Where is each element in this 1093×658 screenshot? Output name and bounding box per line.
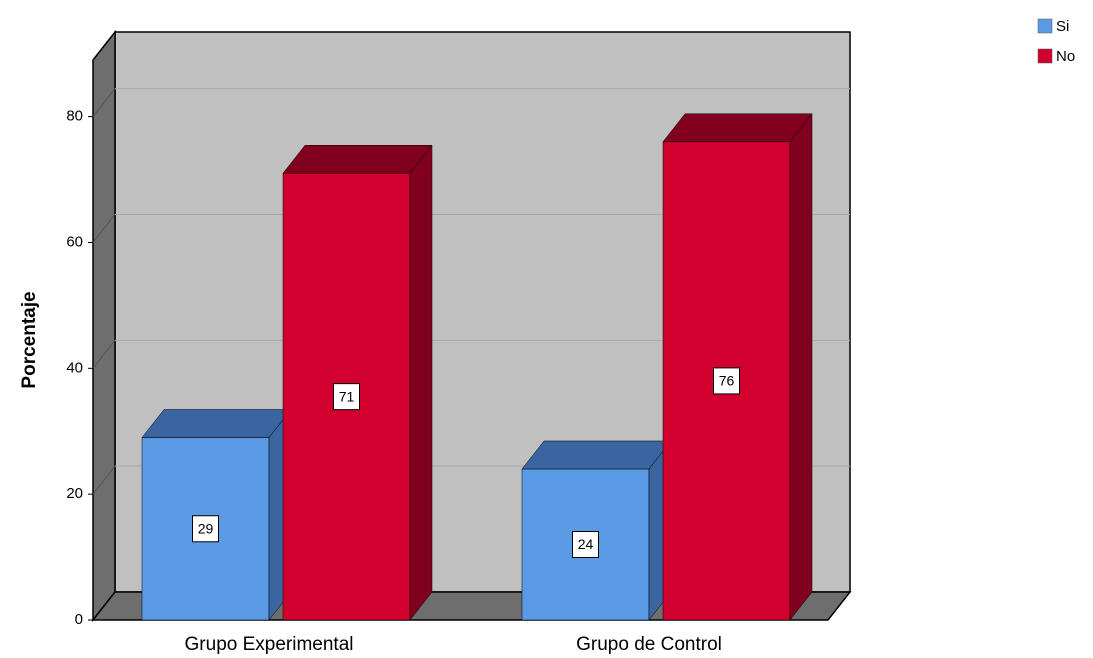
bar-side (789, 113, 813, 621)
data-label-box (192, 515, 219, 543)
data-label: 71 (339, 388, 355, 404)
bar-top (141, 409, 292, 438)
data-label: 29 (198, 520, 214, 536)
bar-top (521, 440, 672, 470)
y-axis-label: Porcentaje (19, 291, 40, 388)
data-label-box (713, 367, 740, 395)
grid-line (92, 340, 116, 369)
legend-swatch (1037, 18, 1053, 34)
legend-swatch (1037, 48, 1053, 64)
bar-side (409, 144, 433, 621)
data-label-box (333, 383, 360, 411)
data-label-box (572, 530, 599, 558)
data-label: 76 (719, 373, 735, 389)
grid-line (92, 88, 116, 117)
bar: 76 (662, 113, 813, 621)
grid-line (92, 465, 116, 495)
y-tick-label: 0 (75, 611, 83, 628)
bar-top (282, 145, 433, 174)
y-tick-label: 40 (66, 359, 83, 376)
bar: 29 (141, 408, 292, 621)
bar-top (662, 113, 813, 143)
y-tick-label: 60 (66, 233, 83, 250)
x-tick-label: Grupo Experimental (185, 634, 354, 655)
bar: 71 (282, 144, 433, 621)
y-tick-label: 80 (66, 108, 83, 125)
legend-label: Si (1056, 18, 1069, 35)
left-wall (92, 29, 116, 623)
y-tick-label: 20 (66, 485, 83, 502)
data-label: 24 (578, 536, 594, 552)
x-tick-label: Grupo de Control (576, 634, 722, 655)
grid-line (92, 214, 116, 243)
legend-label: No (1056, 48, 1075, 65)
bar: 24 (521, 440, 672, 621)
